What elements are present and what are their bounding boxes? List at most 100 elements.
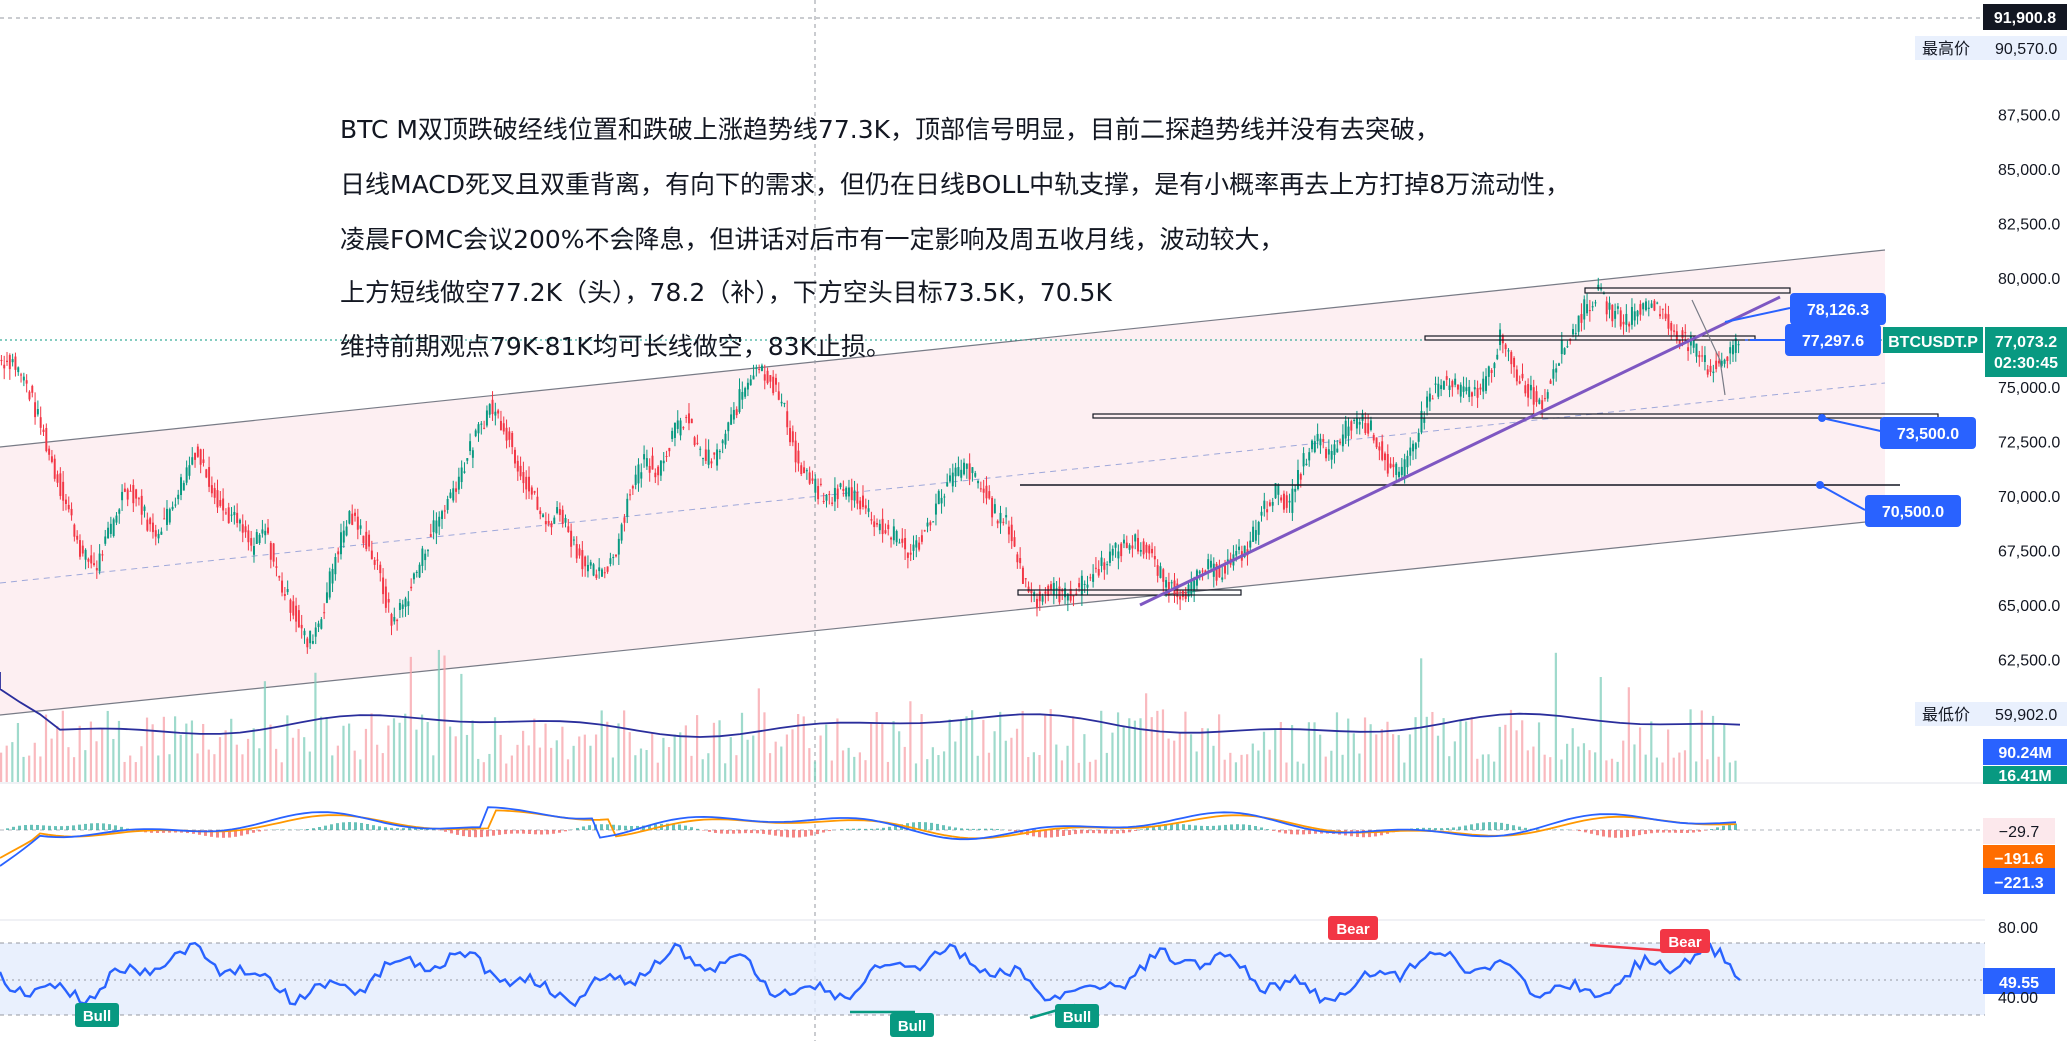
candle-body (758, 369, 761, 371)
candle-body (278, 576, 281, 578)
volume-pane (0, 649, 1741, 782)
candle-body (1153, 556, 1156, 560)
candle-body (1162, 569, 1165, 582)
candle-body (213, 488, 216, 498)
candle-body (182, 482, 185, 491)
candle-body (519, 465, 522, 477)
candle-body (707, 449, 710, 465)
y-tick-label: 62,500.0 (1998, 653, 2060, 670)
candle-body (1358, 421, 1361, 425)
candle-body (1642, 303, 1645, 310)
candle-body (1047, 585, 1050, 596)
volume-bar (1341, 754, 1344, 782)
candle-body (1215, 563, 1218, 581)
candle-body (847, 487, 850, 497)
candle-body (853, 490, 856, 501)
volume-bar (954, 741, 957, 782)
candle-body (991, 497, 994, 518)
macd-histogram-bar (618, 825, 621, 830)
candle-body (56, 474, 59, 483)
candle-body (794, 440, 797, 463)
candle-body (1010, 524, 1013, 542)
volume-bar (920, 714, 923, 782)
macd-histogram-bar (744, 830, 747, 834)
volume-bar (948, 719, 951, 782)
volume-bar (179, 734, 182, 782)
y-tick-label: 80,000.0 (1998, 271, 2060, 288)
candle-body (112, 519, 115, 536)
candle-body (542, 514, 545, 518)
volume-bar (1184, 711, 1187, 782)
candle-body (934, 503, 937, 515)
candle-body (671, 430, 674, 439)
volume-bar (11, 742, 14, 782)
candle-body (578, 548, 581, 556)
candle-body (940, 497, 943, 504)
volume-bar (976, 755, 979, 782)
candle-body (1179, 596, 1182, 600)
macd-histogram-bar (870, 828, 873, 830)
macd-histogram-bar (360, 822, 363, 830)
candle-body (1106, 564, 1109, 566)
volume-bar (819, 735, 822, 782)
candle-body (222, 498, 225, 511)
macd-histogram-bar (1080, 830, 1083, 834)
candle-body (870, 519, 873, 521)
candle-body (149, 518, 152, 525)
volume-bar (1347, 718, 1350, 782)
volume-bar (1156, 710, 1159, 782)
candle-body (104, 536, 107, 544)
volume-bar (67, 747, 70, 782)
candle-body (1024, 578, 1027, 580)
volume-bar (16, 722, 20, 782)
candle-body (749, 379, 752, 386)
candle-body (67, 504, 70, 510)
candle-body (609, 558, 612, 564)
volume-bar (813, 761, 817, 782)
candle-body (1148, 545, 1151, 554)
candle-body (1420, 410, 1423, 433)
candle-body (735, 409, 738, 416)
macd-histogram-bar (1038, 830, 1041, 838)
candle-body (1580, 314, 1583, 323)
candle-body (1442, 381, 1445, 390)
candle-body (491, 399, 494, 415)
candle-body (881, 518, 884, 535)
volume-bar (134, 762, 137, 782)
candle-body (154, 530, 157, 537)
candle-body (300, 624, 303, 629)
volume-bar (190, 720, 194, 782)
volume-bar (482, 762, 485, 782)
candle-body (1493, 363, 1496, 369)
candle-body (1414, 443, 1417, 450)
candle-body (516, 460, 519, 472)
macd-histogram-bar (924, 822, 927, 830)
price-pane[interactable] (0, 0, 1985, 1041)
candle-body (261, 529, 264, 534)
macd-histogram-bar (672, 823, 675, 830)
macd-histogram-bar (930, 822, 933, 830)
price-axis[interactable]: 87,500.085,000.082,500.080,000.077,500.0… (1998, 108, 2060, 670)
candle-body (603, 572, 606, 574)
candle-body (1072, 595, 1075, 597)
candle-body (474, 430, 477, 437)
macd-histogram-bar (114, 825, 117, 830)
macd-histogram-bar (1152, 826, 1155, 830)
candle-body (906, 552, 909, 558)
candle-body (410, 586, 413, 589)
macd-histogram-bar (366, 823, 369, 830)
signals: Bull Bull Bull Bear Bear (75, 916, 1710, 1037)
candle-body (1701, 355, 1704, 357)
volume-bar (252, 728, 255, 782)
volume-bar (1167, 738, 1170, 782)
candle-body (887, 524, 890, 530)
candle-body (463, 471, 466, 473)
macd-histogram-bar (318, 827, 321, 830)
candle-body (143, 506, 146, 511)
volume-bar (1049, 709, 1052, 782)
candle-body (393, 616, 396, 622)
projection-path (1691, 299, 1726, 396)
macd-histogram-bar (1620, 830, 1623, 838)
candle-body (502, 423, 505, 432)
